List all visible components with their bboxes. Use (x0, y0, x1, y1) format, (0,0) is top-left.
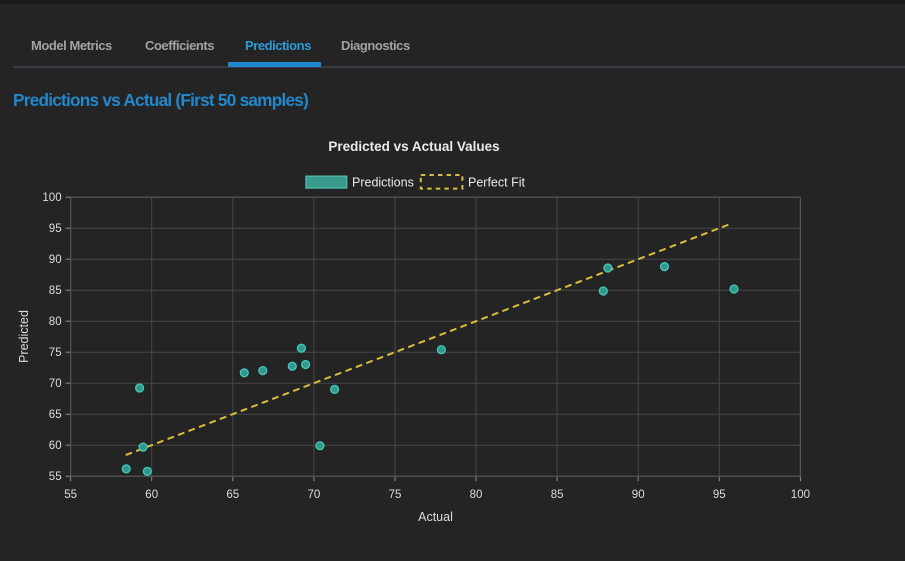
svg-text:Predictions: Predictions (352, 176, 414, 190)
svg-text:85: 85 (551, 489, 564, 501)
svg-text:Actual: Actual (418, 510, 453, 524)
svg-text:80: 80 (470, 489, 483, 501)
svg-text:85: 85 (49, 285, 62, 297)
svg-text:60: 60 (49, 440, 62, 452)
svg-text:70: 70 (308, 489, 321, 501)
svg-text:75: 75 (49, 347, 62, 359)
svg-text:60: 60 (145, 489, 158, 501)
svg-text:65: 65 (49, 409, 62, 421)
svg-text:Predicted vs Actual Values: Predicted vs Actual Values (328, 139, 499, 154)
svg-text:100: 100 (791, 489, 810, 501)
svg-text:100: 100 (42, 192, 61, 204)
svg-text:80: 80 (49, 316, 62, 328)
svg-text:95: 95 (49, 223, 62, 235)
svg-text:65: 65 (226, 489, 239, 501)
svg-text:Perfect Fit: Perfect Fit (468, 176, 525, 190)
svg-text:90: 90 (632, 489, 645, 501)
svg-text:70: 70 (49, 378, 62, 390)
svg-text:95: 95 (713, 489, 726, 501)
svg-text:Predicted: Predicted (17, 310, 31, 363)
svg-text:90: 90 (49, 254, 62, 266)
svg-text:75: 75 (389, 489, 402, 501)
svg-text:55: 55 (64, 489, 77, 501)
svg-text:55: 55 (49, 471, 62, 483)
